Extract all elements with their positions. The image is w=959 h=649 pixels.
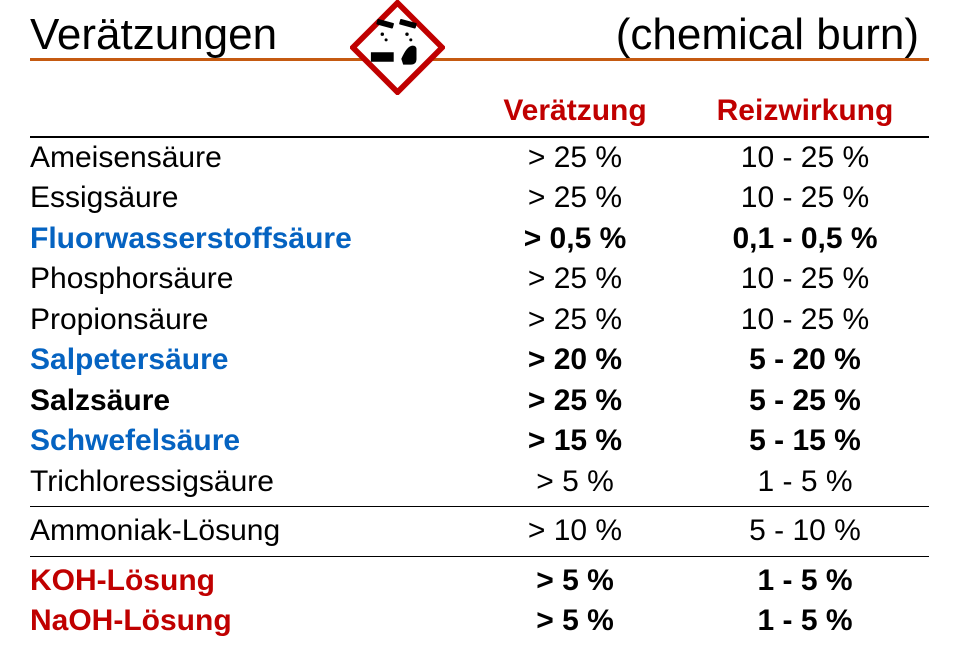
table-header-name [30, 91, 460, 132]
cell-veraetzung: > 25 % [460, 138, 690, 179]
cell-reizwirkung: 5 - 20 % [690, 340, 920, 381]
table-row: Ameisensäure> 25 %10 - 25 % [30, 138, 929, 179]
title-left: Verätzungen [30, 10, 277, 60]
cell-reizwirkung: 1 - 5 % [690, 462, 920, 503]
cell-veraetzung: > 20 % [460, 340, 690, 381]
cell-name: KOH-Lösung [30, 561, 460, 602]
cell-name: Essigsäure [30, 178, 460, 219]
cell-name: Salzsäure [30, 381, 460, 422]
cell-name: Phosphorsäure [30, 259, 460, 300]
table-header-reizwirkung: Reizwirkung [690, 91, 920, 132]
cell-veraetzung: > 5 % [460, 601, 690, 642]
cell-reizwirkung: 1 - 5 % [690, 601, 920, 642]
cell-veraetzung: > 25 % [460, 381, 690, 422]
cell-reizwirkung: 10 - 25 % [690, 300, 920, 341]
cell-reizwirkung: 1 - 5 % [690, 561, 920, 602]
cell-veraetzung: > 10 % [460, 511, 690, 552]
cell-name: Salpetersäure [30, 340, 460, 381]
cell-reizwirkung: 0,1 - 0,5 % [690, 219, 920, 260]
cell-veraetzung: > 5 % [460, 561, 690, 602]
cell-veraetzung: > 25 % [460, 178, 690, 219]
cell-reizwirkung: 10 - 25 % [690, 259, 920, 300]
table-body-ammonia: Ammoniak-Lösung> 10 %5 - 10 % [30, 511, 929, 552]
cell-name: Ammoniak-Lösung [30, 511, 460, 552]
cell-name: Trichloressigsäure [30, 462, 460, 503]
table-body-bases: KOH-Lösung> 5 %1 - 5 %NaOH-Lösung> 5 %1 … [30, 561, 929, 642]
cell-veraetzung: > 0,5 % [460, 219, 690, 260]
cell-reizwirkung: 5 - 10 % [690, 511, 920, 552]
table-row: Schwefelsäure> 15 %5 - 15 % [30, 421, 929, 462]
table-row: Propionsäure> 25 %10 - 25 % [30, 300, 929, 341]
corrosive-hazard-icon [350, 0, 445, 95]
cell-name: Schwefelsäure [30, 421, 460, 462]
table-row: KOH-Lösung> 5 %1 - 5 % [30, 561, 929, 602]
table-row: Trichloressigsäure> 5 %1 - 5 % [30, 462, 929, 503]
cell-name: Propionsäure [30, 300, 460, 341]
cell-veraetzung: > 5 % [460, 462, 690, 503]
cell-reizwirkung: 5 - 15 % [690, 421, 920, 462]
table-row: NaOH-Lösung> 5 %1 - 5 % [30, 601, 929, 642]
table-separator-1 [30, 506, 929, 507]
table-row: Essigsäure> 25 %10 - 25 % [30, 178, 929, 219]
cell-veraetzung: > 25 % [460, 300, 690, 341]
cell-reizwirkung: 5 - 25 % [690, 381, 920, 422]
cell-name: NaOH-Lösung [30, 601, 460, 642]
table-row: Ammoniak-Lösung> 10 %5 - 10 % [30, 511, 929, 552]
table-row: Salzsäure> 25 %5 - 25 % [30, 381, 929, 422]
table-body-acids: Ameisensäure> 25 %10 - 25 %Essigsäure> 2… [30, 138, 929, 503]
cell-veraetzung: > 25 % [460, 259, 690, 300]
slide-header: Verätzungen (chemical burn) [30, 10, 929, 60]
table-row: Fluorwasserstoffsäure> 0,5 %0,1 - 0,5 % [30, 219, 929, 260]
table-separator-2 [30, 556, 929, 557]
table-header-veraetzung: Verätzung [460, 91, 690, 132]
table-header-row: Verätzung Reizwirkung [30, 91, 929, 138]
cell-name: Ameisensäure [30, 138, 460, 179]
cell-reizwirkung: 10 - 25 % [690, 138, 920, 179]
chemicals-table: Verätzung Reizwirkung Ameisensäure> 25 %… [30, 91, 929, 642]
cell-reizwirkung: 10 - 25 % [690, 178, 920, 219]
title-right: (chemical burn) [616, 10, 919, 60]
cell-name: Fluorwasserstoffsäure [30, 219, 460, 260]
cell-veraetzung: > 15 % [460, 421, 690, 462]
table-row: Phosphorsäure> 25 %10 - 25 % [30, 259, 929, 300]
table-row: Salpetersäure> 20 %5 - 20 % [30, 340, 929, 381]
slide: Verätzungen (chemical burn) [0, 0, 959, 649]
